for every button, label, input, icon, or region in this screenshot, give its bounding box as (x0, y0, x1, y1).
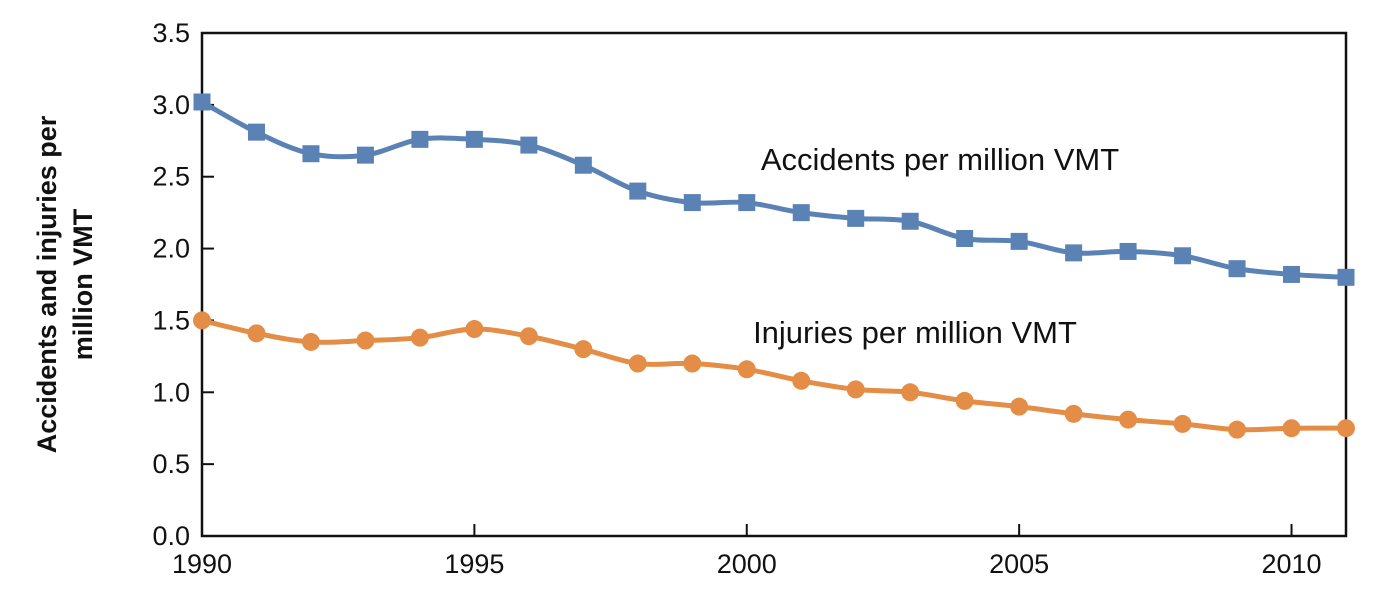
accidents-point (1065, 244, 1083, 262)
y-axis-label-line: million VMT (68, 208, 98, 360)
y-tick-label: 2.5 (152, 162, 190, 192)
accidents-point (193, 93, 211, 111)
injuries-point (247, 324, 266, 343)
injuries-point (901, 383, 920, 402)
y-tick-label: 1.0 (152, 377, 190, 407)
injuries-point (193, 311, 211, 330)
injuries-point (1173, 414, 1192, 433)
accidents-point (1010, 232, 1028, 250)
series-layer (193, 93, 1355, 439)
x-tick-label: 1990 (172, 549, 232, 579)
injuries-point (1010, 397, 1029, 416)
injuries-point (1282, 419, 1301, 438)
injuries-point (1337, 419, 1355, 438)
accidents-point (847, 209, 865, 227)
accidents-point (1228, 260, 1246, 278)
injuries-point (356, 331, 375, 350)
y-tick-label: 1.5 (152, 305, 190, 335)
injuries-point (574, 340, 593, 359)
accidents-point (520, 136, 538, 154)
accidents-point (356, 146, 374, 164)
labels-layer: Accidents per million VMT Injuries per mi… (753, 142, 1119, 350)
accidents-point (629, 182, 647, 200)
y-tick-label: 0.0 (152, 521, 190, 551)
y-axis-label-line: Accidents and injuries per (32, 115, 62, 453)
injuries-point (1119, 410, 1138, 429)
x-tick-label: 2005 (989, 549, 1049, 579)
accidents-point (1119, 242, 1137, 260)
accidents-point (683, 194, 701, 212)
injuries-series-label: Injuries per million VMT (753, 315, 1077, 350)
accidents-point (247, 123, 265, 141)
accidents-series-label: Accidents per million VMT (761, 142, 1119, 177)
series-line-accidents (199, 99, 1349, 280)
accidents-point (956, 230, 974, 248)
accidents-point (411, 130, 429, 148)
x-tick-label: 1995 (444, 549, 504, 579)
y-axis-label: Accidents and injuries per million VMT (32, 115, 98, 453)
plot-frame (200, 31, 1348, 538)
x-tick-label: 2000 (717, 549, 777, 579)
injuries-point (628, 354, 647, 373)
accidents-point (738, 194, 756, 212)
injuries-point (301, 332, 320, 351)
injuries-point (410, 328, 429, 347)
injuries-point (955, 391, 974, 410)
injuries-point (683, 354, 702, 373)
accidents-point (1337, 268, 1355, 286)
y-tick-label: 2.0 (152, 234, 190, 264)
accidents-point (901, 212, 919, 230)
injuries-point (1064, 404, 1083, 423)
injuries-point (737, 360, 756, 379)
accidents-point (302, 145, 320, 163)
x-tick-label: 2010 (1261, 549, 1321, 579)
accidents-point (1283, 265, 1301, 283)
y-tick-label: 3.0 (152, 90, 190, 120)
injuries-point (1228, 420, 1247, 439)
y-tick-label: 0.5 (152, 449, 190, 479)
injuries-point (519, 327, 538, 346)
y-tick-label: 3.5 (152, 18, 190, 48)
injuries-point (846, 380, 865, 399)
accidents-point (574, 156, 592, 174)
injuries-point (465, 320, 484, 339)
accidents-point (465, 130, 483, 148)
accidents-point (1174, 247, 1192, 265)
injuries-point (792, 371, 811, 390)
accidents-point (792, 204, 810, 222)
series-line-injuries (199, 317, 1349, 433)
axes-layer: 0.0 0.5 1.0 1.5 2.0 2.5 3.0 3.5 1990 1995 2000 2005… (32, 18, 1348, 579)
